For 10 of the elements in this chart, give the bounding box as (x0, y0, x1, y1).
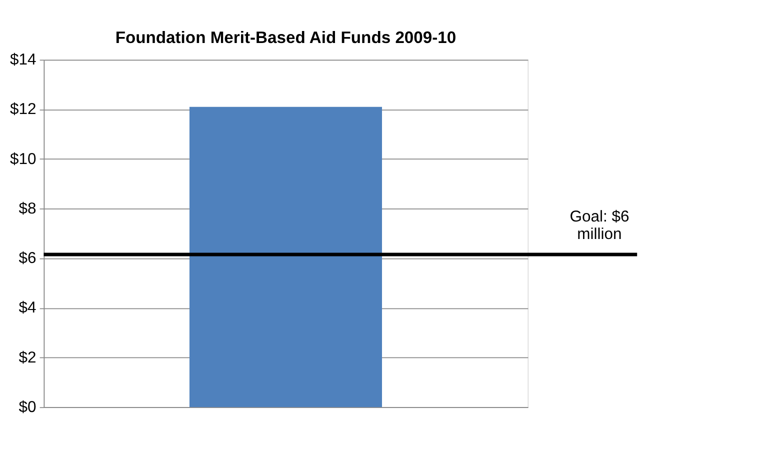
y-tick-label: $4 (18, 300, 37, 317)
y-tick-label: $0 (18, 398, 37, 416)
y-tick-label: $2 (18, 349, 36, 366)
y-tick-label: $10 (10, 150, 37, 168)
y-tick-label: $6 (18, 250, 37, 268)
chart-title: Foundation Merit-Based Aid Funds 2009-10 (115, 28, 456, 48)
ref-line-label: Goal: $6 million (570, 208, 630, 243)
y-tick-label: $12 (10, 101, 36, 118)
y-tick-label: $14 (10, 52, 37, 69)
y-tick-label: $8 (18, 200, 37, 218)
